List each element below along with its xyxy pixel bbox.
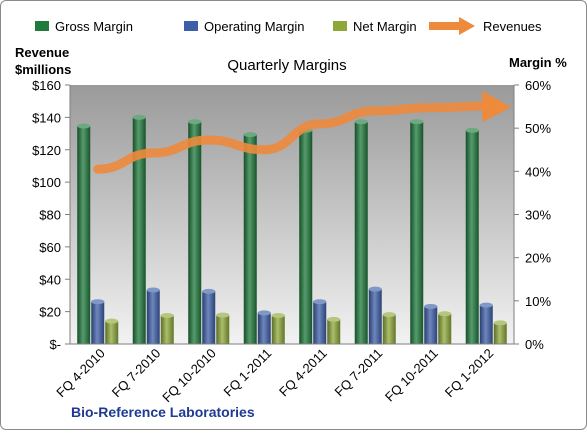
- x-tick-label: FQ 7-2010: [109, 346, 164, 401]
- bar-gross-margin: [188, 121, 202, 344]
- bar-net-margin: [160, 315, 174, 344]
- bar-top: [216, 312, 230, 318]
- left-tick-label: $-: [49, 337, 61, 352]
- bar-top: [368, 286, 382, 292]
- bar-top: [424, 303, 438, 309]
- bar-net-margin: [438, 313, 452, 344]
- bar-gross-margin: [465, 130, 479, 344]
- bar-top: [410, 119, 424, 125]
- bar-gross-margin: [299, 130, 313, 344]
- bar-gross-margin: [77, 126, 91, 344]
- bar-top: [105, 318, 119, 324]
- left-tick-label: $140: [32, 110, 61, 125]
- legend-swatch-gross-margin: [35, 21, 49, 31]
- bar-top: [188, 119, 202, 125]
- right-tick-label: 30%: [525, 208, 551, 223]
- footer-label: Bio-Reference Laboratories: [71, 404, 255, 420]
- bar-gross-margin: [354, 121, 368, 344]
- bar-operating-margin: [313, 301, 327, 344]
- bars-group: [77, 114, 507, 344]
- x-tick-label: FQ 1-2012: [442, 346, 497, 401]
- legend-label: Revenues: [483, 19, 542, 34]
- right-tick-label: 50%: [525, 121, 551, 136]
- bar-top: [132, 114, 146, 120]
- bar-top: [271, 313, 285, 319]
- right-tick-label: 10%: [525, 294, 551, 309]
- legend-swatch-operating-margin: [184, 21, 198, 31]
- bar-top: [465, 127, 479, 133]
- left-axis-title-line2: $millions: [15, 62, 71, 77]
- x-tick-label: FQ 7-2011: [331, 346, 385, 400]
- bar-top: [243, 132, 257, 138]
- bar-net-margin: [105, 321, 119, 344]
- legend-label: Net Margin: [353, 19, 417, 34]
- revenue-line: [93, 101, 491, 174]
- right-tick-label: 60%: [525, 78, 551, 93]
- left-tick-label: $120: [32, 143, 61, 158]
- bar-top: [91, 299, 105, 305]
- x-tick-label: FQ 10-2011: [382, 346, 441, 405]
- bar-top: [146, 287, 160, 293]
- left-tick-label: $40: [39, 272, 61, 287]
- legend-swatch-net-margin: [333, 21, 347, 31]
- bar-top: [77, 123, 91, 129]
- bar-top: [354, 119, 368, 125]
- bar-operating-margin: [146, 290, 160, 344]
- revenue-arrowhead: [482, 91, 512, 123]
- bar-net-margin: [382, 314, 396, 344]
- bar-operating-margin: [257, 312, 271, 344]
- bar-gross-margin: [243, 134, 257, 344]
- right-axis-title: Margin %: [509, 55, 567, 70]
- left-tick-label: $80: [39, 208, 61, 223]
- left-tick-label: $100: [32, 175, 61, 190]
- bar-net-margin: [493, 322, 507, 344]
- bar-net-margin: [327, 319, 341, 344]
- bar-top: [479, 302, 493, 308]
- bar-top: [313, 299, 327, 305]
- legend-label: Gross Margin: [55, 19, 133, 34]
- x-tick-label: FQ 10-2010: [159, 346, 219, 406]
- bar-top: [202, 288, 216, 294]
- right-tick-label: 40%: [525, 164, 551, 179]
- left-axis-title-line1: Revenue: [15, 45, 69, 60]
- bar-top: [493, 320, 507, 326]
- x-tick-label: FQ 4-2010: [53, 346, 108, 401]
- bar-operating-margin: [202, 291, 216, 344]
- right-tick-label: 20%: [525, 251, 551, 266]
- bar-gross-margin: [132, 117, 146, 344]
- x-tick-label: FQ 1-2011: [220, 346, 274, 400]
- bar-top: [257, 310, 271, 316]
- x-tick-label: FQ 4-2011: [276, 346, 330, 400]
- left-tick-label: $60: [39, 240, 61, 255]
- right-tick-label: 0%: [525, 337, 544, 352]
- bar-top: [160, 313, 174, 319]
- revenue-series: [93, 91, 512, 174]
- bar-net-margin: [216, 315, 230, 344]
- chart-title: Quarterly Margins: [227, 57, 346, 74]
- legend: Gross Margin Operating Margin Net Margin Re…: [35, 17, 542, 35]
- bar-operating-margin: [91, 301, 105, 344]
- bar-gross-margin: [410, 121, 424, 344]
- legend-arrowhead: [459, 17, 475, 35]
- bar-net-margin: [271, 315, 285, 344]
- left-tick-label: $20: [39, 305, 61, 320]
- bar-top: [382, 312, 396, 318]
- bar-operating-margin: [368, 289, 382, 344]
- bar-operating-margin: [424, 306, 438, 344]
- bar-operating-margin: [479, 305, 493, 344]
- legend-label: Operating Margin: [204, 19, 304, 34]
- left-tick-label: $160: [32, 78, 61, 93]
- bar-top: [438, 311, 452, 317]
- bar-top: [327, 316, 341, 322]
